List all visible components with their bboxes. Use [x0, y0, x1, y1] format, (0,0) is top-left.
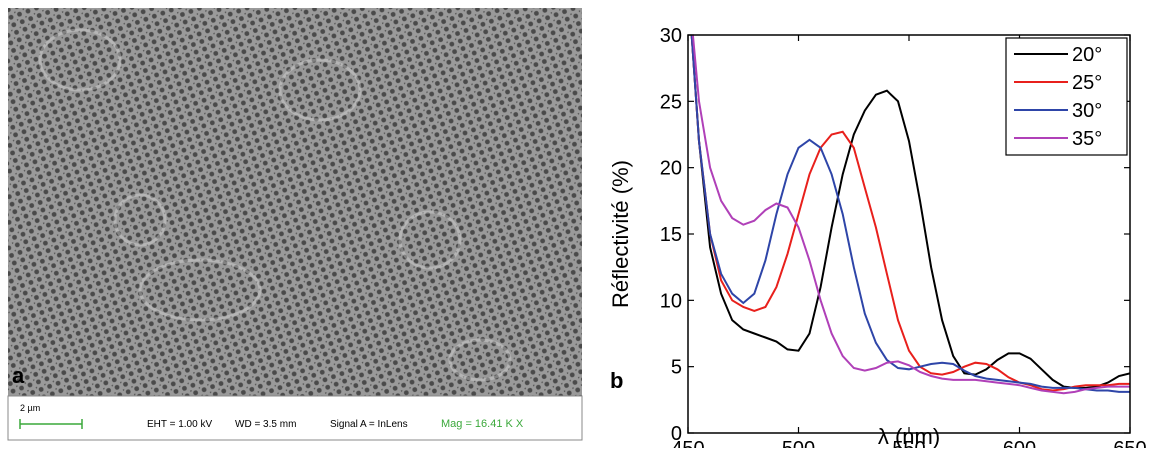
legend-label: 25° — [1072, 72, 1102, 94]
plot-lines — [690, 35, 1130, 395]
x-tick-label: 600 — [1003, 438, 1036, 448]
scale-bar-label: 2 µm — [20, 403, 40, 413]
panel-label: b — [610, 368, 623, 393]
legend-label: 20° — [1072, 44, 1102, 66]
line-series — [691, 35, 1130, 395]
sem-texture — [38, 28, 512, 382]
wd: WD = 3.5 mm — [235, 419, 296, 430]
scale-bar — [19, 419, 83, 429]
signal: Signal A = InLens — [330, 419, 408, 430]
x-tick-label: 650 — [1113, 438, 1146, 448]
line-series — [690, 35, 1130, 393]
magnification: Mag = 16.41 K X — [441, 418, 524, 430]
line-series — [690, 35, 1130, 392]
info-bar — [7, 395, 583, 441]
x-tick-label: 450 — [671, 438, 704, 448]
y-tick-label: 20 — [660, 158, 682, 180]
y-tick-label: 15 — [660, 224, 682, 246]
y-tick-label: 10 — [660, 290, 682, 312]
sem-image — [8, 8, 582, 396]
eht: EHT = 1.00 kV — [147, 419, 212, 430]
chart: b λ (nm) Réflectivité (%) 05101520253045… — [608, 25, 1147, 453]
panel-label: a — [12, 363, 25, 388]
legend-box — [1005, 37, 1128, 156]
line-series — [690, 35, 1130, 389]
legend-label: 30° — [1072, 100, 1102, 122]
y-axis-label: Réflectivité (%) — [608, 160, 633, 308]
y-tick-label: 30 — [660, 25, 682, 47]
legend-label: 35° — [1072, 128, 1102, 150]
x-tick-label: 500 — [782, 438, 815, 448]
y-tick-label: 25 — [660, 91, 682, 113]
y-tick-label: 5 — [671, 357, 682, 379]
x-tick-label: 550 — [892, 438, 925, 448]
sem-panel: a 2 µm EHT = 1.00 kV WD = 3.5 mm Signal … — [7, 8, 583, 441]
y-tick-label: 0 — [671, 423, 682, 445]
plot-frame — [687, 34, 1131, 434]
